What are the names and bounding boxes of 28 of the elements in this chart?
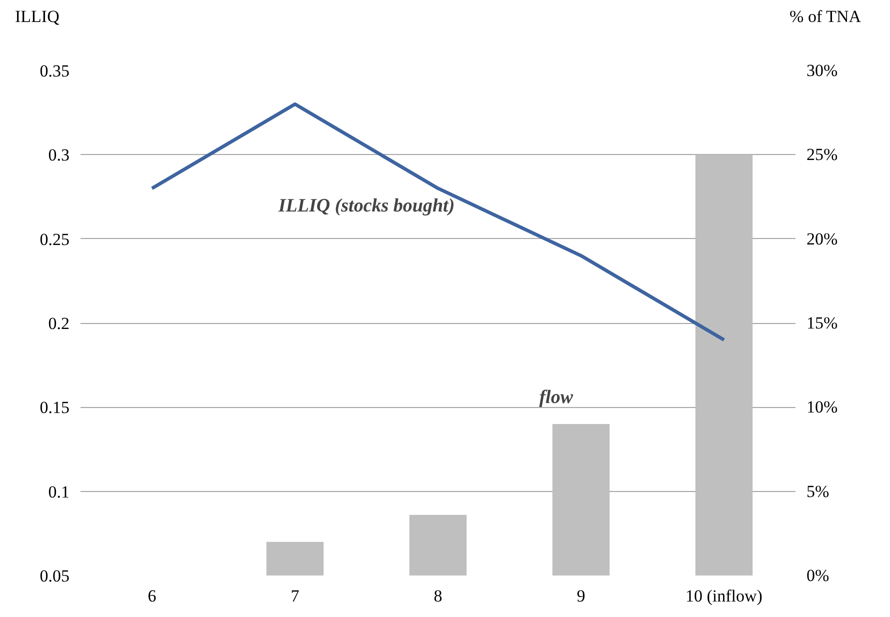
bar (552, 424, 610, 576)
y-tick-label: 0.3 (48, 146, 70, 165)
y2-tick-label: 0% (806, 566, 830, 585)
y-tick-label: 0.2 (48, 314, 70, 333)
y2-tick-label: 15% (806, 314, 838, 332)
series-label: flow (539, 387, 574, 408)
y2-tick-label: 10% (806, 398, 838, 417)
y-tick-label: 0.25 (40, 230, 70, 249)
x-tick-label: 6 (148, 586, 156, 606)
y2-axis-title: % of TNA (790, 6, 861, 28)
y2-tick-label: 20% (806, 229, 838, 248)
x-tick-label: 7 (290, 586, 300, 606)
y2-tick-label: 5% (806, 482, 830, 501)
y-tick-label: 0.15 (40, 398, 70, 418)
y-tick-label: 0.35 (40, 62, 70, 80)
x-tick-label: 9 (576, 586, 586, 606)
x-tick-label: 10 (inflow) (686, 586, 762, 606)
y-axis-title: ILLIQ (15, 6, 60, 28)
bar (695, 154, 753, 576)
series-label: ILLIQ (stocks bought) (277, 195, 455, 216)
bar (409, 514, 467, 576)
x-tick-label: 8 (434, 586, 442, 606)
y-tick-label: 0.05 (40, 566, 70, 586)
y2-tick-label: 30% (806, 61, 838, 80)
bar (266, 542, 324, 576)
y2-tick-label: 25% (806, 145, 838, 164)
y-tick-label: 0.1 (48, 482, 70, 502)
line-series (150, 102, 726, 342)
